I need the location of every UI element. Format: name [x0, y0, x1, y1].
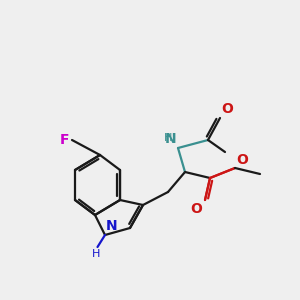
- Text: O: O: [236, 153, 248, 167]
- Text: O: O: [221, 102, 233, 116]
- Text: F: F: [59, 133, 69, 147]
- Text: O: O: [191, 202, 203, 216]
- Text: N: N: [165, 132, 176, 146]
- Text: N: N: [106, 220, 118, 233]
- Text: H: H: [164, 133, 172, 142]
- Text: H: H: [92, 249, 100, 259]
